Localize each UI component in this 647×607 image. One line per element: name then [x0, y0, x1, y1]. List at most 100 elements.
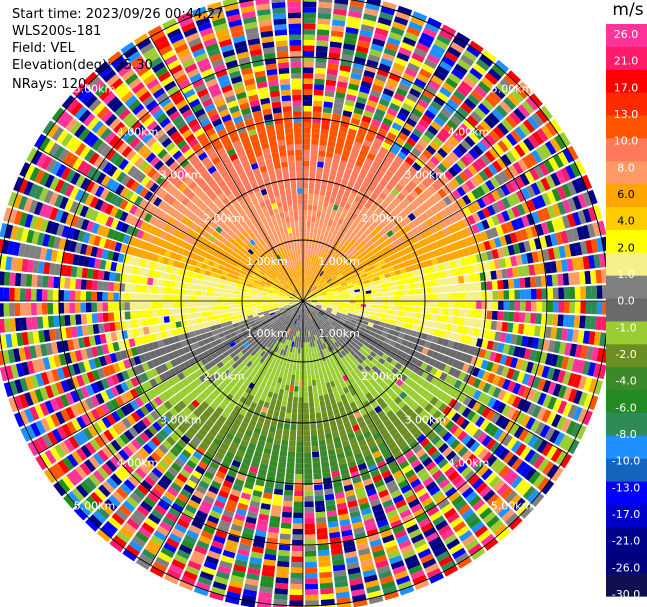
ppi-gate	[338, 298, 345, 301]
ppi-gate	[388, 301, 394, 306]
ppi-gate	[358, 347, 366, 355]
ppi-gate	[451, 547, 467, 560]
ppi-gate	[361, 335, 368, 342]
ppi-gate	[227, 446, 237, 455]
ppi-gate	[214, 451, 225, 461]
ppi-gate	[336, 81, 348, 89]
ppi-gate	[389, 324, 397, 331]
ppi-gate	[308, 307, 313, 312]
ppi-gate	[396, 455, 407, 465]
ppi-gate	[326, 340, 332, 347]
ppi-gate	[304, 270, 306, 277]
ppi-gate	[290, 418, 297, 425]
ppi-gate	[508, 311, 515, 322]
ppi-gate	[262, 377, 269, 385]
ppi-gate	[576, 176, 587, 192]
ppi-gate	[305, 301, 312, 304]
ppi-gate	[299, 364, 303, 370]
ppi-gate	[407, 389, 417, 398]
ppi-gate	[456, 85, 470, 97]
ppi-gate	[593, 379, 603, 395]
ppi-gate	[273, 326, 279, 332]
ppi-gate	[380, 446, 390, 455]
ppi-gate	[421, 389, 430, 399]
ppi-gate	[332, 158, 340, 166]
ppi-gate	[191, 470, 203, 480]
ppi-gate	[443, 565, 459, 577]
ppi-gate	[337, 165, 346, 173]
ppi-gate	[407, 454, 418, 464]
ppi-gate	[496, 364, 505, 376]
ppi-gate	[334, 234, 340, 242]
ppi-gate	[346, 372, 353, 380]
ppi-gate	[276, 313, 283, 318]
ppi-gate	[541, 301, 548, 313]
ppi-gate	[566, 258, 574, 272]
ppi-gate	[531, 492, 545, 508]
ppi-gate	[398, 262, 405, 269]
ppi-gate	[240, 338, 248, 345]
ppi-gate	[469, 176, 480, 188]
ppi-gate	[308, 325, 311, 331]
ppi-gate	[327, 448, 336, 456]
ppi-gate	[495, 225, 504, 236]
ppi-gate	[151, 508, 164, 520]
ppi-gate	[227, 348, 234, 355]
ppi-gate	[561, 183, 572, 198]
ppi-gate	[519, 301, 526, 312]
ppi-gate	[312, 122, 321, 129]
ppi-gate	[386, 314, 393, 320]
ppi-gate	[273, 494, 283, 501]
ppi-gate	[514, 126, 527, 140]
ppi-gate	[227, 534, 240, 543]
ppi-gate	[323, 241, 329, 248]
ppi-gate	[388, 514, 401, 524]
ppi-gate	[191, 318, 198, 325]
ppi-gate	[94, 488, 107, 502]
ppi-gate	[496, 527, 511, 541]
ppi-gate	[310, 424, 317, 431]
ppi-gate	[510, 219, 520, 231]
ppi-gate	[448, 72, 462, 85]
ppi-gate	[262, 564, 276, 572]
ppi-gate	[267, 470, 276, 478]
ppi-gate	[304, 484, 313, 491]
ppi-gate	[268, 309, 274, 313]
ppi-gate	[313, 89, 324, 96]
ppi-gate	[30, 374, 40, 389]
ppi-gate	[320, 406, 327, 413]
ppi-gate	[190, 372, 199, 381]
ppi-gate	[342, 311, 349, 316]
ppi-gate	[496, 212, 506, 224]
ppi-gate	[112, 362, 121, 373]
ppi-gate	[77, 337, 86, 349]
ppi-gate	[177, 372, 186, 381]
ppi-gate	[375, 559, 389, 569]
ppi-gate	[333, 301, 339, 303]
ppi-gate	[446, 357, 455, 366]
ppi-gate	[37, 436, 49, 451]
ppi-gate	[490, 227, 499, 238]
ppi-gate	[505, 181, 516, 194]
ppi-gate	[471, 520, 485, 534]
ppi-gate	[303, 12, 316, 19]
ppi-gate	[371, 84, 384, 93]
ppi-gate	[122, 500, 136, 513]
ppi-gate	[318, 285, 324, 290]
ppi-gate	[368, 278, 375, 283]
ppi-gate	[194, 465, 206, 475]
ppi-gate	[264, 548, 277, 556]
ppi-gate	[212, 310, 219, 316]
ppi-gate	[311, 445, 319, 453]
ppi-gate	[229, 464, 239, 473]
ppi-gate	[223, 330, 230, 336]
ppi-gate	[490, 458, 502, 471]
ppi-gate	[333, 228, 339, 235]
ppi-gate	[373, 240, 381, 248]
ppi-gate	[334, 441, 343, 449]
ppi-gate	[294, 474, 303, 480]
ppi-gate	[392, 21, 407, 31]
ppi-gate	[567, 197, 577, 212]
ppi-gate	[213, 475, 224, 485]
ppi-gate	[314, 222, 320, 229]
